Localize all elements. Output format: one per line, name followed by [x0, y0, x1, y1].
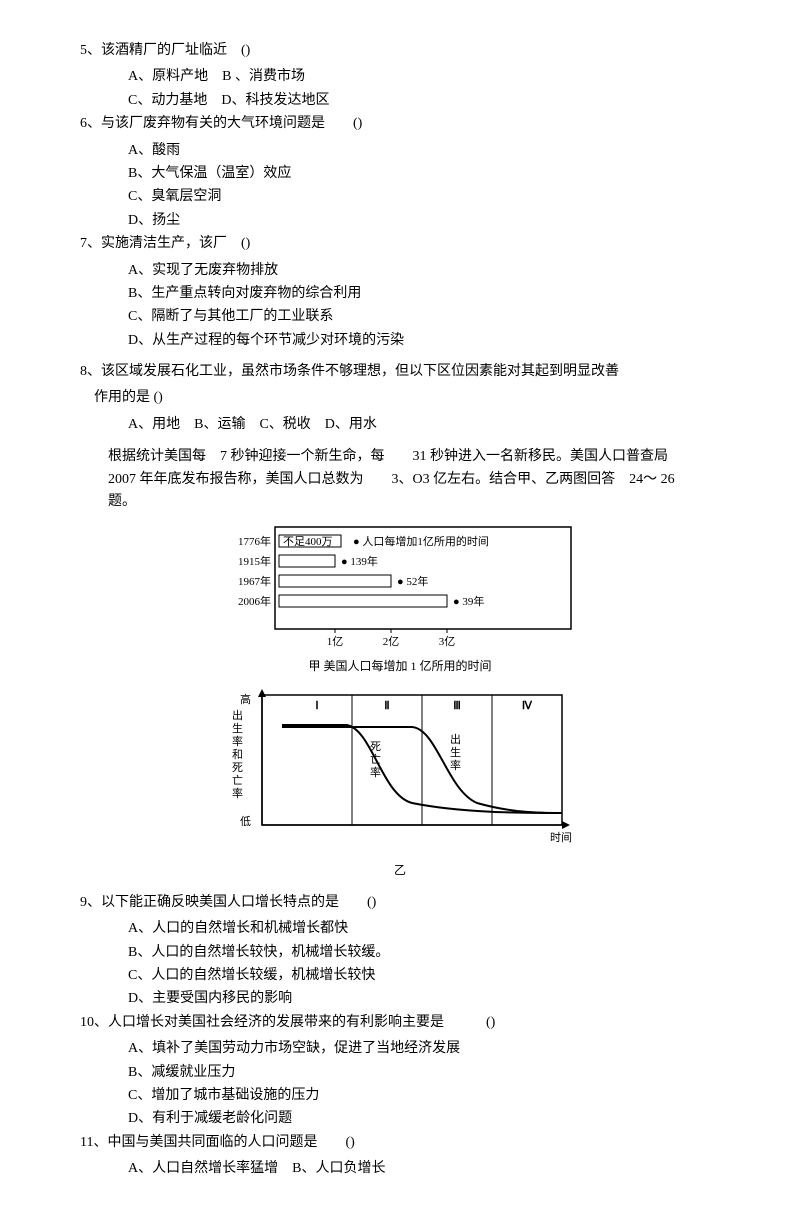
- svg-text:Ⅲ: Ⅲ: [453, 700, 461, 712]
- chart1-caption: 甲 美国人口每增加 1 亿所用的时间: [80, 657, 720, 676]
- svg-text:Ⅱ: Ⅱ: [384, 700, 389, 712]
- svg-text:3亿: 3亿: [439, 635, 456, 648]
- svg-text:率: 率: [232, 786, 243, 800]
- svg-text:时间: 时间: [550, 831, 572, 844]
- passage-l1: 根据统计美国每 7 秒钟迎接一个新生命，每 31 秒钟进入一名新移民。美国人口普…: [108, 446, 720, 468]
- q10-opts: A、填补了美国劳动力市场空缺，促进了当地经济发展 B、减缓就业压力 C、增加了城…: [80, 1038, 720, 1131]
- svg-text:率: 率: [232, 734, 243, 748]
- q7-stem: 7、实施清洁生产，该厂 (): [80, 233, 720, 255]
- svg-text:2006年: 2006年: [238, 594, 271, 608]
- q5-opts: A、原料产地 B 、消费市场 C、动力基地 D、科技发达地区: [80, 66, 720, 112]
- svg-text:● 39年: ● 39年: [453, 594, 484, 608]
- svg-text:低: 低: [240, 815, 251, 828]
- q9-opt-a: A、人口的自然增长和机械增长都快: [128, 918, 720, 940]
- svg-text:生: 生: [450, 745, 461, 759]
- svg-text:● 52年: ● 52年: [397, 574, 428, 588]
- q6-opt-b: B、大气保温（温室）效应: [128, 163, 720, 185]
- q5-opt-a: A、原料产地 B 、消费市场: [128, 66, 720, 88]
- svg-text:Ⅰ: Ⅰ: [315, 700, 318, 712]
- q7-opt-b: B、生产重点转向对废弃物的综合利用: [128, 283, 720, 305]
- q10-opt-b: B、减缓就业压力: [128, 1062, 720, 1084]
- q6-opt-c: C、臭氧层空洞: [128, 186, 720, 208]
- svg-text:出: 出: [232, 708, 243, 722]
- q9-opt-d: D、主要受国内移民的影响: [128, 988, 720, 1010]
- q10-opt-c: C、增加了城市基础设施的压力: [128, 1085, 720, 1107]
- q7-opts: A、实现了无废弃物排放 B、生产重点转向对废弃物的综合利用 C、隔断了与其他工厂…: [80, 260, 720, 353]
- q5-opt-c: C、动力基地 D、科技发达地区: [128, 90, 720, 112]
- svg-text:不足400万: 不足400万: [283, 536, 333, 548]
- q6-opts: A、酸雨 B、大气保温（温室）效应 C、臭氧层空洞 D、扬尘: [80, 140, 720, 233]
- q8-stem2: 作用的是 (): [80, 387, 720, 409]
- q6-opt-a: A、酸雨: [128, 140, 720, 162]
- q8-opt-line: A、用地 B、运输 C、税收 D、用水: [128, 414, 720, 436]
- passage-l2: 2007 年年底发布报告称，美国人口总数为 3、O3 亿左右。结合甲、乙两图回答…: [108, 469, 720, 491]
- q11-opt-line: A、人口自然增长率猛增 B、人口负增长: [128, 1158, 720, 1180]
- svg-text:● 人口每增加1亿所用的时间: ● 人口每增加1亿所用的时间: [353, 534, 489, 548]
- chart2-wrap: ⅠⅡⅢⅣ高低出生率和死亡率死亡率出生率时间 乙: [80, 689, 720, 880]
- q10-opt-a: A、填补了美国劳动力市场空缺，促进了当地经济发展: [128, 1038, 720, 1060]
- svg-text:Ⅳ: Ⅳ: [522, 700, 533, 712]
- svg-text:死: 死: [370, 741, 381, 753]
- q11-stem: 11、中国与美国共同面临的人口问题是 (): [80, 1132, 720, 1154]
- q10-opt-d: D、有利于减缓老龄化问题: [128, 1108, 720, 1130]
- svg-text:率: 率: [450, 758, 461, 772]
- q9-opts: A、人口的自然增长和机械增长都快 B、人口的自然增长较快，机械增长较缓。 C、人…: [80, 918, 720, 1011]
- svg-text:高: 高: [240, 692, 251, 706]
- passage: 根据统计美国每 7 秒钟迎接一个新生命，每 31 秒钟进入一名新移民。美国人口普…: [80, 446, 720, 513]
- svg-text:1967年: 1967年: [238, 574, 271, 588]
- q7-opt-a: A、实现了无废弃物排放: [128, 260, 720, 282]
- q6-opt-d: D、扬尘: [128, 210, 720, 232]
- svg-text:1776年: 1776年: [238, 534, 271, 548]
- q9-stem: 9、以下能正确反映美国人口增长特点的是 (): [80, 892, 720, 914]
- passage-l3: 题。: [108, 491, 720, 513]
- q7-opt-c: C、隔断了与其他工厂的工业联系: [128, 306, 720, 328]
- svg-text:生: 生: [232, 721, 243, 735]
- svg-text:率: 率: [370, 765, 381, 779]
- chart1-wrap: 1776年不足400万 ● 人口每增加1亿所用的时间 1915年 ● 139年 1967…: [80, 525, 720, 676]
- svg-text:死: 死: [232, 762, 243, 774]
- q9-opt-c: C、人口的自然增长较缓，机械增长较快: [128, 965, 720, 987]
- svg-text:1915年: 1915年: [238, 554, 271, 568]
- q8-opts: A、用地 B、运输 C、税收 D、用水: [80, 414, 720, 436]
- svg-text:1亿: 1亿: [327, 635, 344, 648]
- svg-text:2亿: 2亿: [383, 635, 400, 648]
- svg-text:亡: 亡: [370, 752, 381, 766]
- svg-text:● 139年: ● 139年: [341, 554, 378, 568]
- svg-text:出: 出: [450, 732, 461, 746]
- q6-stem: 6、与该厂废弃物有关的大气环境问题是 (): [80, 113, 720, 135]
- chart2-svg: ⅠⅡⅢⅣ高低出生率和死亡率死亡率出生率时间: [228, 689, 572, 859]
- svg-text:亡: 亡: [232, 773, 243, 787]
- q11-opts: A、人口自然增长率猛增 B、人口负增长: [80, 1158, 720, 1180]
- chart2-caption: 乙: [80, 861, 720, 880]
- q8-stem: 8、该区域发展石化工业，虽然市场条件不够理想，但以下区位因素能对其起到明显改善: [80, 361, 720, 383]
- q10-stem: 10、人口增长对美国社会经济的发展带来的有利影响主要是 (): [80, 1012, 720, 1034]
- svg-text:和: 和: [232, 748, 243, 761]
- q7-opt-d: D、从生产过程的每个环节减少对环境的污染: [128, 330, 720, 352]
- q5-stem: 5、该酒精厂的厂址临近 (): [80, 40, 720, 62]
- chart1-svg: 1776年不足400万 ● 人口每增加1亿所用的时间 1915年 ● 139年 1967…: [225, 525, 575, 655]
- q9-opt-b: B、人口的自然增长较快，机械增长较缓。: [128, 942, 720, 964]
